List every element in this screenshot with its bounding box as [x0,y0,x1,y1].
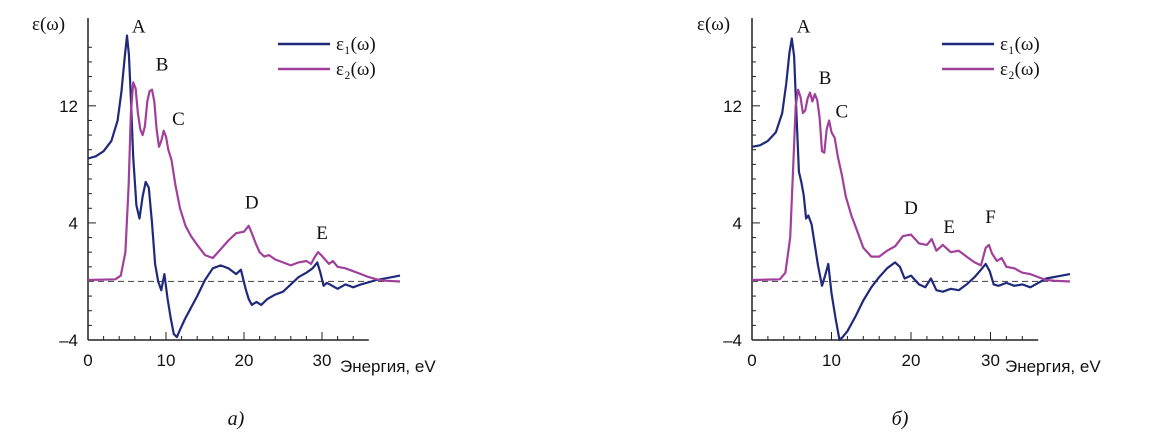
series-line-eps1 [87,34,401,339]
legend-label: ε₂(ω) [1000,59,1040,80]
y-tick-label: 12 [723,97,742,116]
y-tick-label: 4 [733,214,742,233]
peak-label-a: A [797,17,811,38]
peak-label-b: B [819,68,832,89]
chart-panel-2: 0 10 20 30 –4 4 12 ε(ω) Энергия, eV A BC D E Fε₁(ω) ε₂… [697,14,1101,430]
peak-label-c: C [172,109,185,130]
series-line-eps2 [751,88,1071,283]
x-axis-label: Энергия, eV [340,357,436,376]
peak-label-a: A [132,17,146,38]
peak-label-e: E [943,217,955,238]
y-tick-label: –4 [59,331,78,350]
panel-caption: б) [892,408,909,430]
x-axis-label: Энергия, eV [1005,357,1101,376]
peak-label-f: F [985,207,996,228]
peak-label-d: D [245,192,259,213]
x-tick-label: 30 [981,351,1000,370]
peak-label-c: C [835,102,848,123]
x-tick-label: 10 [822,351,841,370]
series-line-eps1 [751,37,1071,342]
legend-label: ε₁(ω) [1000,34,1040,55]
peak-label-e: E [316,223,328,244]
legend-label: ε₂(ω) [336,59,376,80]
y-axis-label: ε(ω) [697,14,730,35]
peak-label-b: B [156,55,169,76]
y-tick-label: –4 [723,331,742,350]
legend-label: ε₁(ω) [336,34,376,55]
y-tick-label: 4 [69,214,78,233]
peak-label-d: D [904,198,918,219]
x-tick-label: 0 [83,351,92,370]
x-tick-label: 20 [902,351,921,370]
x-tick-label: 0 [747,351,756,370]
series-line-eps2 [87,81,401,283]
y-tick-label: 12 [59,97,78,116]
x-tick-label: 30 [313,351,332,370]
chart-panel-1: 0 10 20 30 –4 4 12 ε(ω) Энергия, eV AB C D Eε₁(ω) ε₂(… [32,14,436,430]
x-tick-label: 20 [235,351,254,370]
panel-caption: а) [228,408,245,430]
x-tick-label: 10 [157,351,176,370]
y-axis-label: ε(ω) [32,14,65,35]
